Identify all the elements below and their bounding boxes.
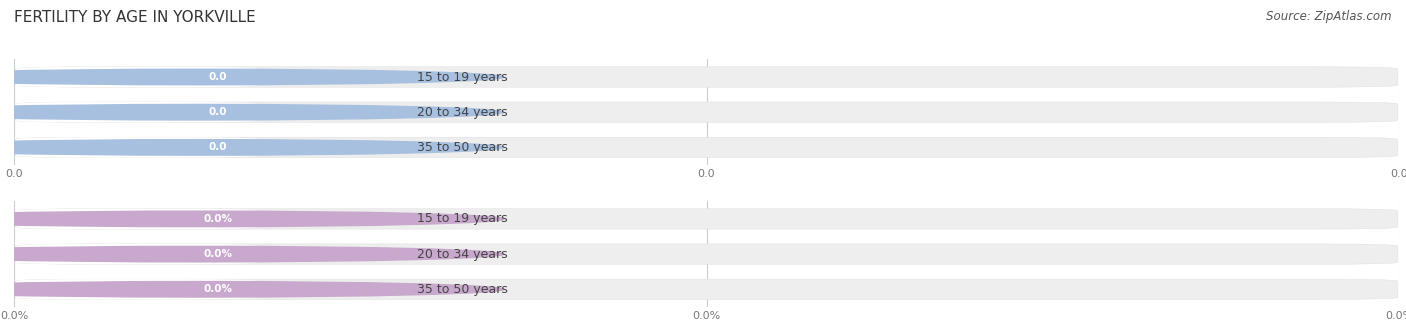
Text: 0.0: 0.0 bbox=[208, 72, 226, 82]
FancyBboxPatch shape bbox=[181, 140, 253, 155]
FancyBboxPatch shape bbox=[15, 244, 257, 264]
FancyBboxPatch shape bbox=[181, 70, 253, 84]
Text: FERTILITY BY AGE IN YORKVILLE: FERTILITY BY AGE IN YORKVILLE bbox=[14, 10, 256, 25]
FancyBboxPatch shape bbox=[181, 105, 253, 119]
FancyBboxPatch shape bbox=[15, 102, 257, 122]
Circle shape bbox=[0, 140, 503, 155]
Text: 0.0: 0.0 bbox=[208, 107, 226, 117]
Text: 20 to 34 years: 20 to 34 years bbox=[418, 106, 508, 119]
Text: 0.0%: 0.0% bbox=[202, 249, 232, 259]
Text: 0.0%: 0.0% bbox=[202, 284, 232, 294]
Text: 0.0%: 0.0% bbox=[202, 214, 232, 224]
FancyBboxPatch shape bbox=[181, 247, 253, 261]
FancyBboxPatch shape bbox=[15, 279, 257, 300]
FancyBboxPatch shape bbox=[15, 209, 257, 229]
Text: 35 to 50 years: 35 to 50 years bbox=[418, 283, 508, 296]
Circle shape bbox=[0, 281, 503, 297]
FancyBboxPatch shape bbox=[15, 244, 1398, 264]
Text: 15 to 19 years: 15 to 19 years bbox=[418, 213, 508, 225]
Circle shape bbox=[0, 246, 503, 262]
FancyBboxPatch shape bbox=[15, 209, 1398, 229]
FancyBboxPatch shape bbox=[15, 67, 257, 87]
FancyBboxPatch shape bbox=[15, 67, 1398, 87]
Circle shape bbox=[0, 69, 503, 85]
Circle shape bbox=[0, 104, 503, 120]
Circle shape bbox=[0, 211, 503, 227]
FancyBboxPatch shape bbox=[181, 282, 253, 297]
Text: 20 to 34 years: 20 to 34 years bbox=[418, 248, 508, 261]
FancyBboxPatch shape bbox=[15, 137, 257, 158]
FancyBboxPatch shape bbox=[15, 102, 1398, 122]
FancyBboxPatch shape bbox=[15, 137, 1398, 158]
FancyBboxPatch shape bbox=[15, 279, 1398, 300]
FancyBboxPatch shape bbox=[181, 212, 253, 226]
Text: 35 to 50 years: 35 to 50 years bbox=[418, 141, 508, 154]
Text: 0.0: 0.0 bbox=[208, 143, 226, 152]
Text: Source: ZipAtlas.com: Source: ZipAtlas.com bbox=[1267, 10, 1392, 23]
Text: 15 to 19 years: 15 to 19 years bbox=[418, 71, 508, 83]
